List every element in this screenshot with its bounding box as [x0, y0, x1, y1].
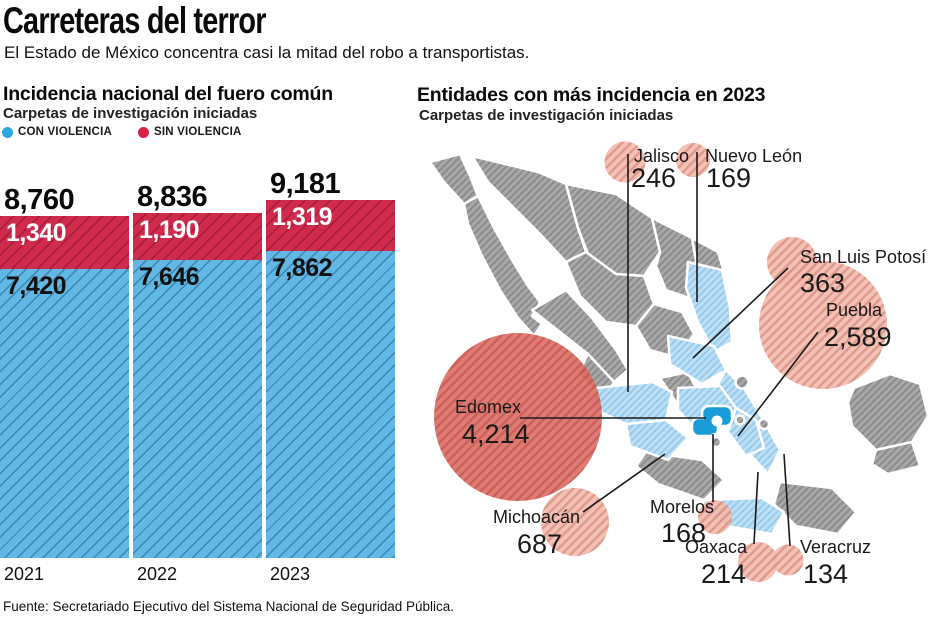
legend-label-con-violencia: CON VIOLENCIA [18, 126, 112, 138]
map-bubbles [434, 141, 887, 582]
state-campeche [870, 440, 922, 476]
bar-year-2022: 2022 [137, 564, 178, 584]
leader-line-oaxaca [753, 471, 759, 545]
bar-value-con-violencia-2022: 7,646 [139, 262, 200, 291]
bar-segment-sin-violencia-2023 [266, 200, 395, 252]
bar-chart-subtitle: Carpetas de investigación iniciadas [3, 105, 258, 122]
state-queretaro-dot [734, 374, 750, 390]
bubble-nuevo-leon [676, 143, 710, 177]
bubble-value-nuevo-leon: 169 [706, 163, 751, 193]
bar-segment-sin-violencia-2021 [0, 216, 129, 269]
source-note: Fuente: Secretariado Ejecutivo del Siste… [3, 599, 455, 614]
bubble-name-edomex: Edomex [455, 397, 521, 417]
bubble-name-michoacan: Michoacán [493, 507, 580, 527]
bubble-value-puebla: 2,589 [824, 322, 892, 352]
state-baja-sur [462, 194, 544, 338]
state-chiapas [772, 480, 858, 536]
bar-year-2021: 2021 [4, 564, 45, 584]
bar-segment-sin-violencia-2022 [133, 213, 262, 260]
bar-chart-legend: CON VIOLENCIA SIN VIOLENCIA [2, 126, 242, 138]
bubble-value-oaxaca: 214 [701, 559, 746, 589]
bubble-puebla [759, 261, 887, 389]
bubble-name-puebla: Puebla [826, 300, 883, 320]
bubble-edomex [434, 333, 602, 501]
bubble-name-san-luis-potosi: San Luis Potosí [800, 247, 926, 267]
bubble-name-nuevo-leon: Nuevo León [705, 146, 802, 166]
state-baja-norte [428, 152, 480, 206]
legend-item-sin-violencia: SIN VIOLENCIA [137, 126, 242, 138]
state-yucatan [846, 372, 930, 452]
legend-item-con-violencia: CON VIOLENCIA [2, 126, 112, 138]
leader-line-veracruz [783, 453, 791, 547]
bubble-oaxaca [738, 542, 778, 582]
legend-dot-blue-icon [2, 126, 13, 138]
page-subtitle: El Estado de México concentra casi la mi… [4, 43, 530, 62]
state-michoacan [624, 418, 690, 462]
bar-chart-title: Incidencia nacional del fuero común [3, 83, 333, 105]
bubble-name-morelos: Morelos [650, 497, 714, 517]
bar-value-con-violencia-2023: 7,862 [272, 254, 333, 283]
leader-line-san-luis-potosi [692, 267, 789, 359]
bubble-name-oaxaca: Oaxaca [685, 537, 748, 557]
bar-year-2023: 2023 [270, 564, 311, 584]
map-subtitle: Carpetas de investigación iniciadas [419, 107, 674, 124]
bar-value-sin-violencia-2022: 1,190 [139, 216, 200, 245]
bar-value-sin-violencia-2023: 1,319 [272, 203, 333, 231]
bubble-jalisco [604, 141, 646, 183]
bar-total-2022: 8,836 [137, 181, 208, 214]
map-leader-lines [520, 152, 819, 547]
bubble-name-veracruz: Veracruz [800, 537, 871, 557]
bubble-value-san-luis-potosi: 363 [800, 268, 845, 298]
bubble-value-jalisco: 246 [631, 163, 676, 193]
state-tlaxcala-dot [734, 414, 746, 426]
legend-label-sin-violencia: SIN VIOLENCIA [153, 126, 242, 138]
bubble-value-edomex: 4,214 [462, 419, 530, 449]
state-guerrero [634, 450, 726, 502]
bubble-morelos [698, 500, 732, 534]
leader-line-michoacan [582, 453, 666, 513]
bubble-value-michoacan: 687 [517, 529, 562, 559]
page-title: Carreteras del terror [3, 0, 267, 41]
bubble-name-jalisco: Jalisco [634, 146, 689, 166]
bubble-value-veracruz: 134 [803, 559, 848, 589]
bar-segment-con-violencia-2021 [0, 268, 129, 558]
bubble-value-morelos: 168 [661, 518, 706, 548]
bubble-veracruz [772, 544, 804, 576]
bar-total-2023: 9,181 [270, 168, 341, 200]
legend-dot-red-icon [137, 126, 149, 138]
bar-value-sin-violencia-2021: 1,340 [6, 219, 67, 248]
state-nuevo-leon [684, 260, 734, 354]
map-title: Entidades con más incidencia en 2023 [417, 84, 766, 106]
map-small-states [709, 374, 771, 449]
leader-line-puebla [737, 331, 819, 437]
bar-segment-con-violencia-2023 [266, 251, 395, 558]
state-colima-dot [757, 417, 771, 431]
bar-total-2021: 8,760 [4, 184, 75, 217]
bar-segment-con-violencia-2022 [133, 259, 262, 558]
bar-value-con-violencia-2021: 7,420 [6, 271, 67, 300]
